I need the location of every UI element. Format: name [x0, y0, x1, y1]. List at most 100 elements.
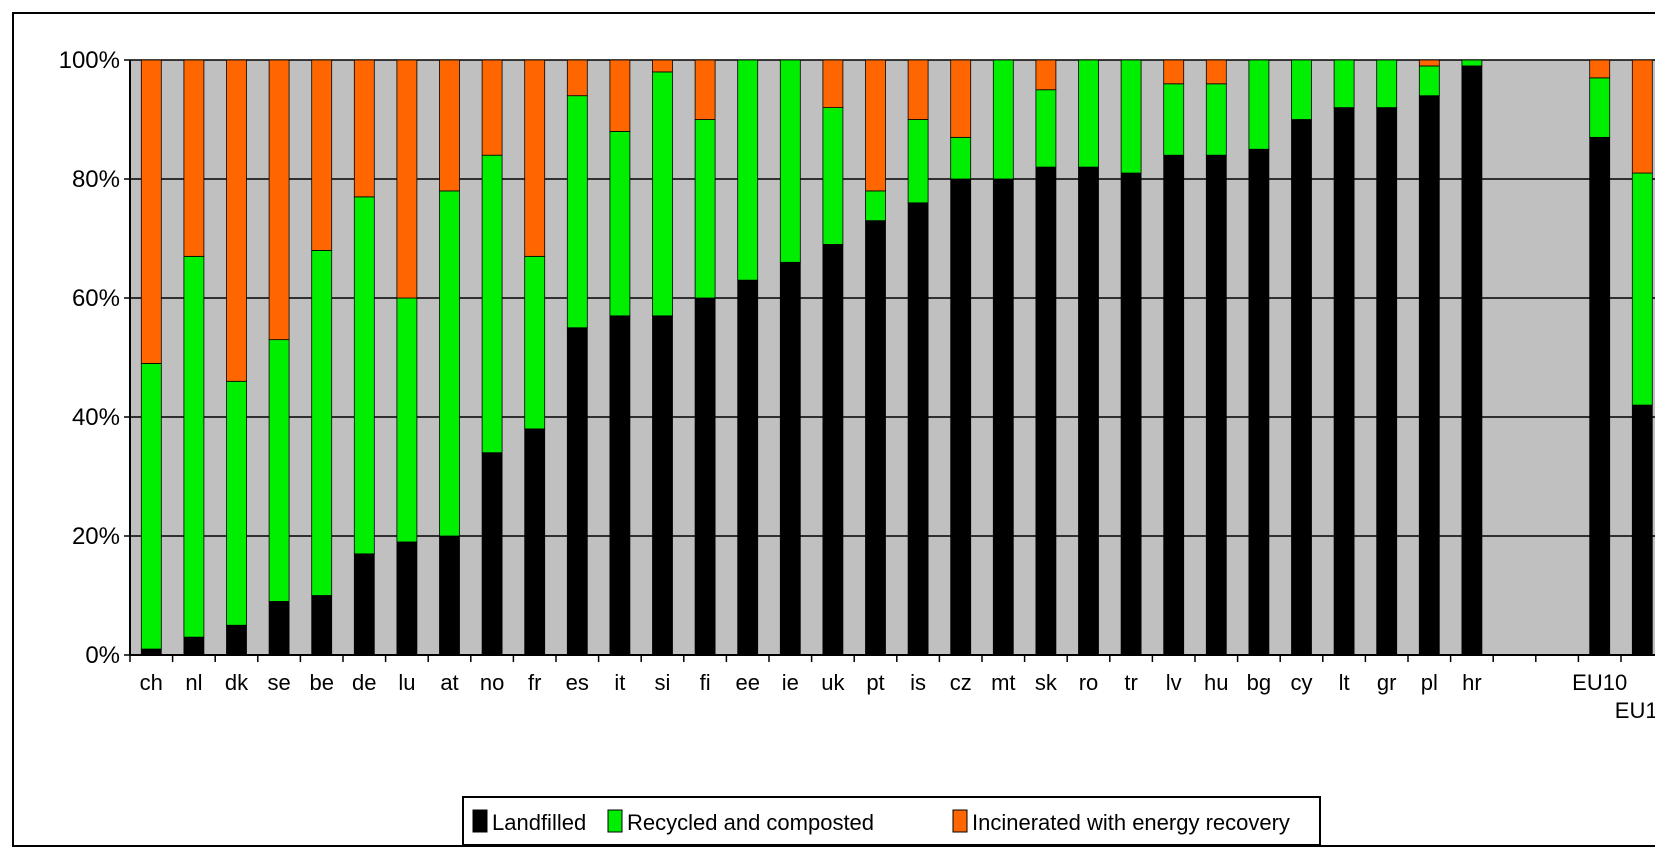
bar-ee-recycled	[738, 60, 758, 280]
category-label: EU10	[1572, 670, 1627, 695]
bar-pl-recycled	[1419, 66, 1439, 96]
category-label: EU15	[1615, 698, 1655, 723]
bar-ro-recycled	[1079, 60, 1099, 167]
y-tick-labels: 0%20%40%60%80%100%	[59, 47, 130, 669]
bar-se-landfilled	[269, 601, 289, 655]
bar-ch-recycled	[141, 363, 161, 649]
category-label: fi	[700, 670, 711, 695]
bar-ee-landfilled	[738, 280, 758, 655]
bar-es-incinerated	[567, 60, 587, 96]
bar-tr-landfilled	[1121, 173, 1141, 655]
bar-si-landfilled	[653, 316, 673, 655]
legend-label-incinerated: Incinerated with energy recovery	[972, 810, 1290, 835]
category-label: ee	[735, 670, 759, 695]
bar-pt-landfilled	[866, 221, 886, 655]
bar-pt-incinerated	[866, 60, 886, 191]
bar-EU10-recycled	[1590, 78, 1610, 138]
bar-se-recycled	[269, 340, 289, 602]
legend-label-landfilled: Landfilled	[492, 810, 586, 835]
bar-it-recycled	[610, 131, 630, 315]
legend-swatch-recycled	[608, 810, 622, 832]
bar-lt-landfilled	[1334, 108, 1354, 655]
bar-nl-recycled	[184, 256, 204, 637]
bar-cy-landfilled	[1292, 120, 1312, 656]
bar-no-recycled	[482, 155, 502, 453]
bar-lu-landfilled	[397, 542, 417, 655]
y-tick-label: 0%	[85, 642, 120, 669]
bar-es-recycled	[567, 96, 587, 328]
bar-lv-recycled	[1164, 84, 1184, 155]
bar-mt-landfilled	[993, 179, 1013, 655]
category-label: ch	[140, 670, 163, 695]
bar-se-incinerated	[269, 60, 289, 340]
bar-it-incinerated	[610, 60, 630, 131]
bar-ie-landfilled	[780, 262, 800, 655]
bar-hr-recycled	[1462, 60, 1482, 66]
category-label: pl	[1421, 670, 1438, 695]
bar-pl-incinerated	[1419, 60, 1439, 66]
y-tick-label: 100%	[59, 47, 120, 74]
bar-uk-incinerated	[823, 60, 843, 108]
bar-it-landfilled	[610, 316, 630, 655]
bar-be-incinerated	[312, 60, 332, 250]
category-label: hu	[1204, 670, 1228, 695]
category-label: si	[655, 670, 671, 695]
bar-cy-recycled	[1292, 60, 1312, 120]
category-label: bg	[1247, 670, 1271, 695]
category-label: fr	[528, 670, 541, 695]
bar-is-incinerated	[908, 60, 928, 120]
bar-cz-incinerated	[951, 60, 971, 137]
bar-bg-landfilled	[1249, 149, 1269, 655]
category-label: se	[267, 670, 290, 695]
bar-EU15-landfilled	[1632, 405, 1652, 655]
category-label: lt	[1339, 670, 1350, 695]
bar-nl-landfilled	[184, 637, 204, 655]
bar-fi-incinerated	[695, 60, 715, 120]
bar-be-recycled	[312, 250, 332, 595]
bar-dk-incinerated	[227, 60, 247, 381]
bar-no-incinerated	[482, 60, 502, 155]
bar-fr-incinerated	[525, 60, 545, 256]
bar-is-recycled	[908, 120, 928, 203]
bar-ro-landfilled	[1079, 167, 1099, 655]
bar-cz-landfilled	[951, 179, 971, 655]
category-label: nl	[185, 670, 202, 695]
bar-pt-recycled	[866, 191, 886, 221]
bar-hu-landfilled	[1206, 155, 1226, 655]
bar-at-incinerated	[440, 60, 460, 191]
bar-dk-landfilled	[227, 625, 247, 655]
bar-lv-incinerated	[1164, 60, 1184, 84]
bar-de-landfilled	[354, 554, 374, 655]
bar-hu-incinerated	[1206, 60, 1226, 84]
bar-nl-incinerated	[184, 60, 204, 256]
category-label: tr	[1124, 670, 1137, 695]
bar-dk-recycled	[227, 381, 247, 625]
bar-hr-landfilled	[1462, 66, 1482, 655]
y-tick-label: 40%	[72, 404, 120, 431]
bar-at-landfilled	[440, 536, 460, 655]
legend: Landfilled Recycled and composted Incine…	[463, 797, 1320, 845]
bar-pl-landfilled	[1419, 96, 1439, 655]
bar-sk-incinerated	[1036, 60, 1056, 90]
bar-gr-recycled	[1377, 60, 1397, 108]
category-label: cz	[950, 670, 972, 695]
bar-fr-landfilled	[525, 429, 545, 655]
category-label: ro	[1079, 670, 1099, 695]
bar-ch-incinerated	[141, 60, 161, 363]
bar-bg-recycled	[1249, 60, 1269, 149]
x-tick-labels: ch nl dk se be de lu at no fr es it si fi ee ie uk pt is cz…	[140, 670, 1655, 723]
legend-label-recycled: Recycled and composted	[627, 810, 874, 835]
bar-tr-recycled	[1121, 60, 1141, 173]
category-label: is	[910, 670, 926, 695]
bar-hu-recycled	[1206, 84, 1226, 155]
category-label: hr	[1462, 670, 1482, 695]
bar-de-recycled	[354, 197, 374, 554]
bar-EU15-recycled	[1632, 173, 1652, 405]
category-label: lv	[1166, 670, 1182, 695]
category-label: es	[566, 670, 589, 695]
bar-EU10-landfilled	[1590, 137, 1610, 655]
bar-cz-recycled	[951, 137, 971, 179]
category-label: ie	[782, 670, 799, 695]
category-label: de	[352, 670, 376, 695]
